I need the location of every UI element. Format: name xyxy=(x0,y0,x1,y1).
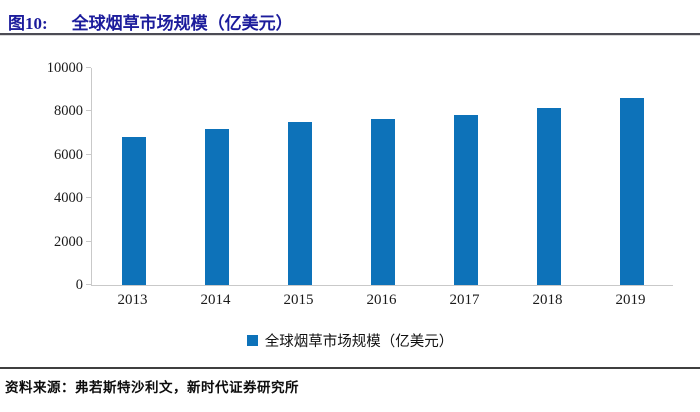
x-tick-label-2013: 2013 xyxy=(117,292,148,308)
legend-swatch-icon xyxy=(246,335,258,346)
x-tick-label-2016: 2016 xyxy=(366,292,397,308)
x-tick-label-2014: 2014 xyxy=(200,292,231,308)
x-tick-label-2018: 2018 xyxy=(532,292,563,308)
source-line: 资料来源：弗若斯特沙利文，新时代证券研究所 xyxy=(5,376,299,396)
figure-title: 全球烟草市场规模（亿美元） xyxy=(71,14,293,33)
bars-container xyxy=(92,68,673,285)
y-tick-mark-2000 xyxy=(86,240,91,242)
bar-2013 xyxy=(121,137,146,285)
source-text: 弗若斯特沙利文，新时代证券研究所 xyxy=(75,380,299,395)
bar-2014 xyxy=(204,128,229,285)
x-tick-label-2019: 2019 xyxy=(615,292,646,308)
y-tick-label-0: 0 xyxy=(75,277,83,293)
legend-label: 全球烟草市场规模（亿美元） xyxy=(264,334,454,350)
source-prefix: 资料来源： xyxy=(5,380,75,395)
y-tick-label-2000: 2000 xyxy=(54,233,83,250)
bar-slot-2014 xyxy=(175,68,258,285)
figure-header: 图10: 全球烟草市场规模（亿美元） xyxy=(8,9,293,34)
y-tick-label-8000: 8000 xyxy=(54,103,83,120)
bar-slot-2018 xyxy=(507,68,590,285)
y-tick-label-10000: 10000 xyxy=(46,60,83,76)
y-tick-mark-4000 xyxy=(86,197,91,199)
bar-chart-plot-area xyxy=(86,67,673,286)
y-tick-label-6000: 6000 xyxy=(54,146,83,163)
y-tick-mark-0 xyxy=(86,284,91,285)
bar-slot-2016 xyxy=(341,68,424,285)
bar-slot-2015 xyxy=(258,68,341,285)
title-divider-line xyxy=(0,33,700,36)
figure-number-label: 图10: xyxy=(8,14,48,33)
y-tick-mark-6000 xyxy=(86,153,91,155)
x-tick-label-2017: 2017 xyxy=(449,292,480,308)
y-tick-label-4000: 4000 xyxy=(54,190,83,207)
bar-slot-2019 xyxy=(590,68,673,285)
bar-slot-2013 xyxy=(92,68,175,285)
bar-2019 xyxy=(619,98,644,285)
bar-2016 xyxy=(370,119,395,285)
bar-2017 xyxy=(453,114,478,285)
bar-2015 xyxy=(287,122,312,285)
x-axis-labels: 2013 2014 2015 2016 2017 2018 2019 xyxy=(91,292,672,309)
y-tick-mark-10000 xyxy=(86,67,91,68)
y-tick-mark-8000 xyxy=(86,110,91,112)
footer-divider-line xyxy=(0,367,700,369)
chart-legend: 全球烟草市场规模（亿美元） xyxy=(0,330,700,351)
bar-2018 xyxy=(536,108,561,285)
bar-slot-2017 xyxy=(424,68,507,285)
x-tick-label-2015: 2015 xyxy=(283,292,314,308)
